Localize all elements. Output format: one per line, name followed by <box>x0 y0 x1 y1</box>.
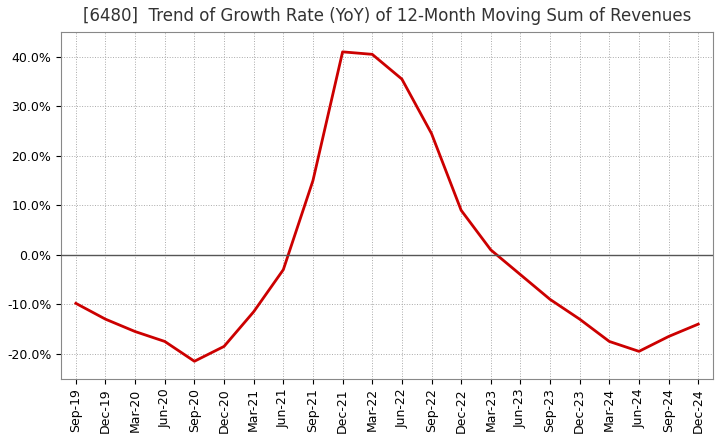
Title: [6480]  Trend of Growth Rate (YoY) of 12-Month Moving Sum of Revenues: [6480] Trend of Growth Rate (YoY) of 12-… <box>83 7 691 25</box>
